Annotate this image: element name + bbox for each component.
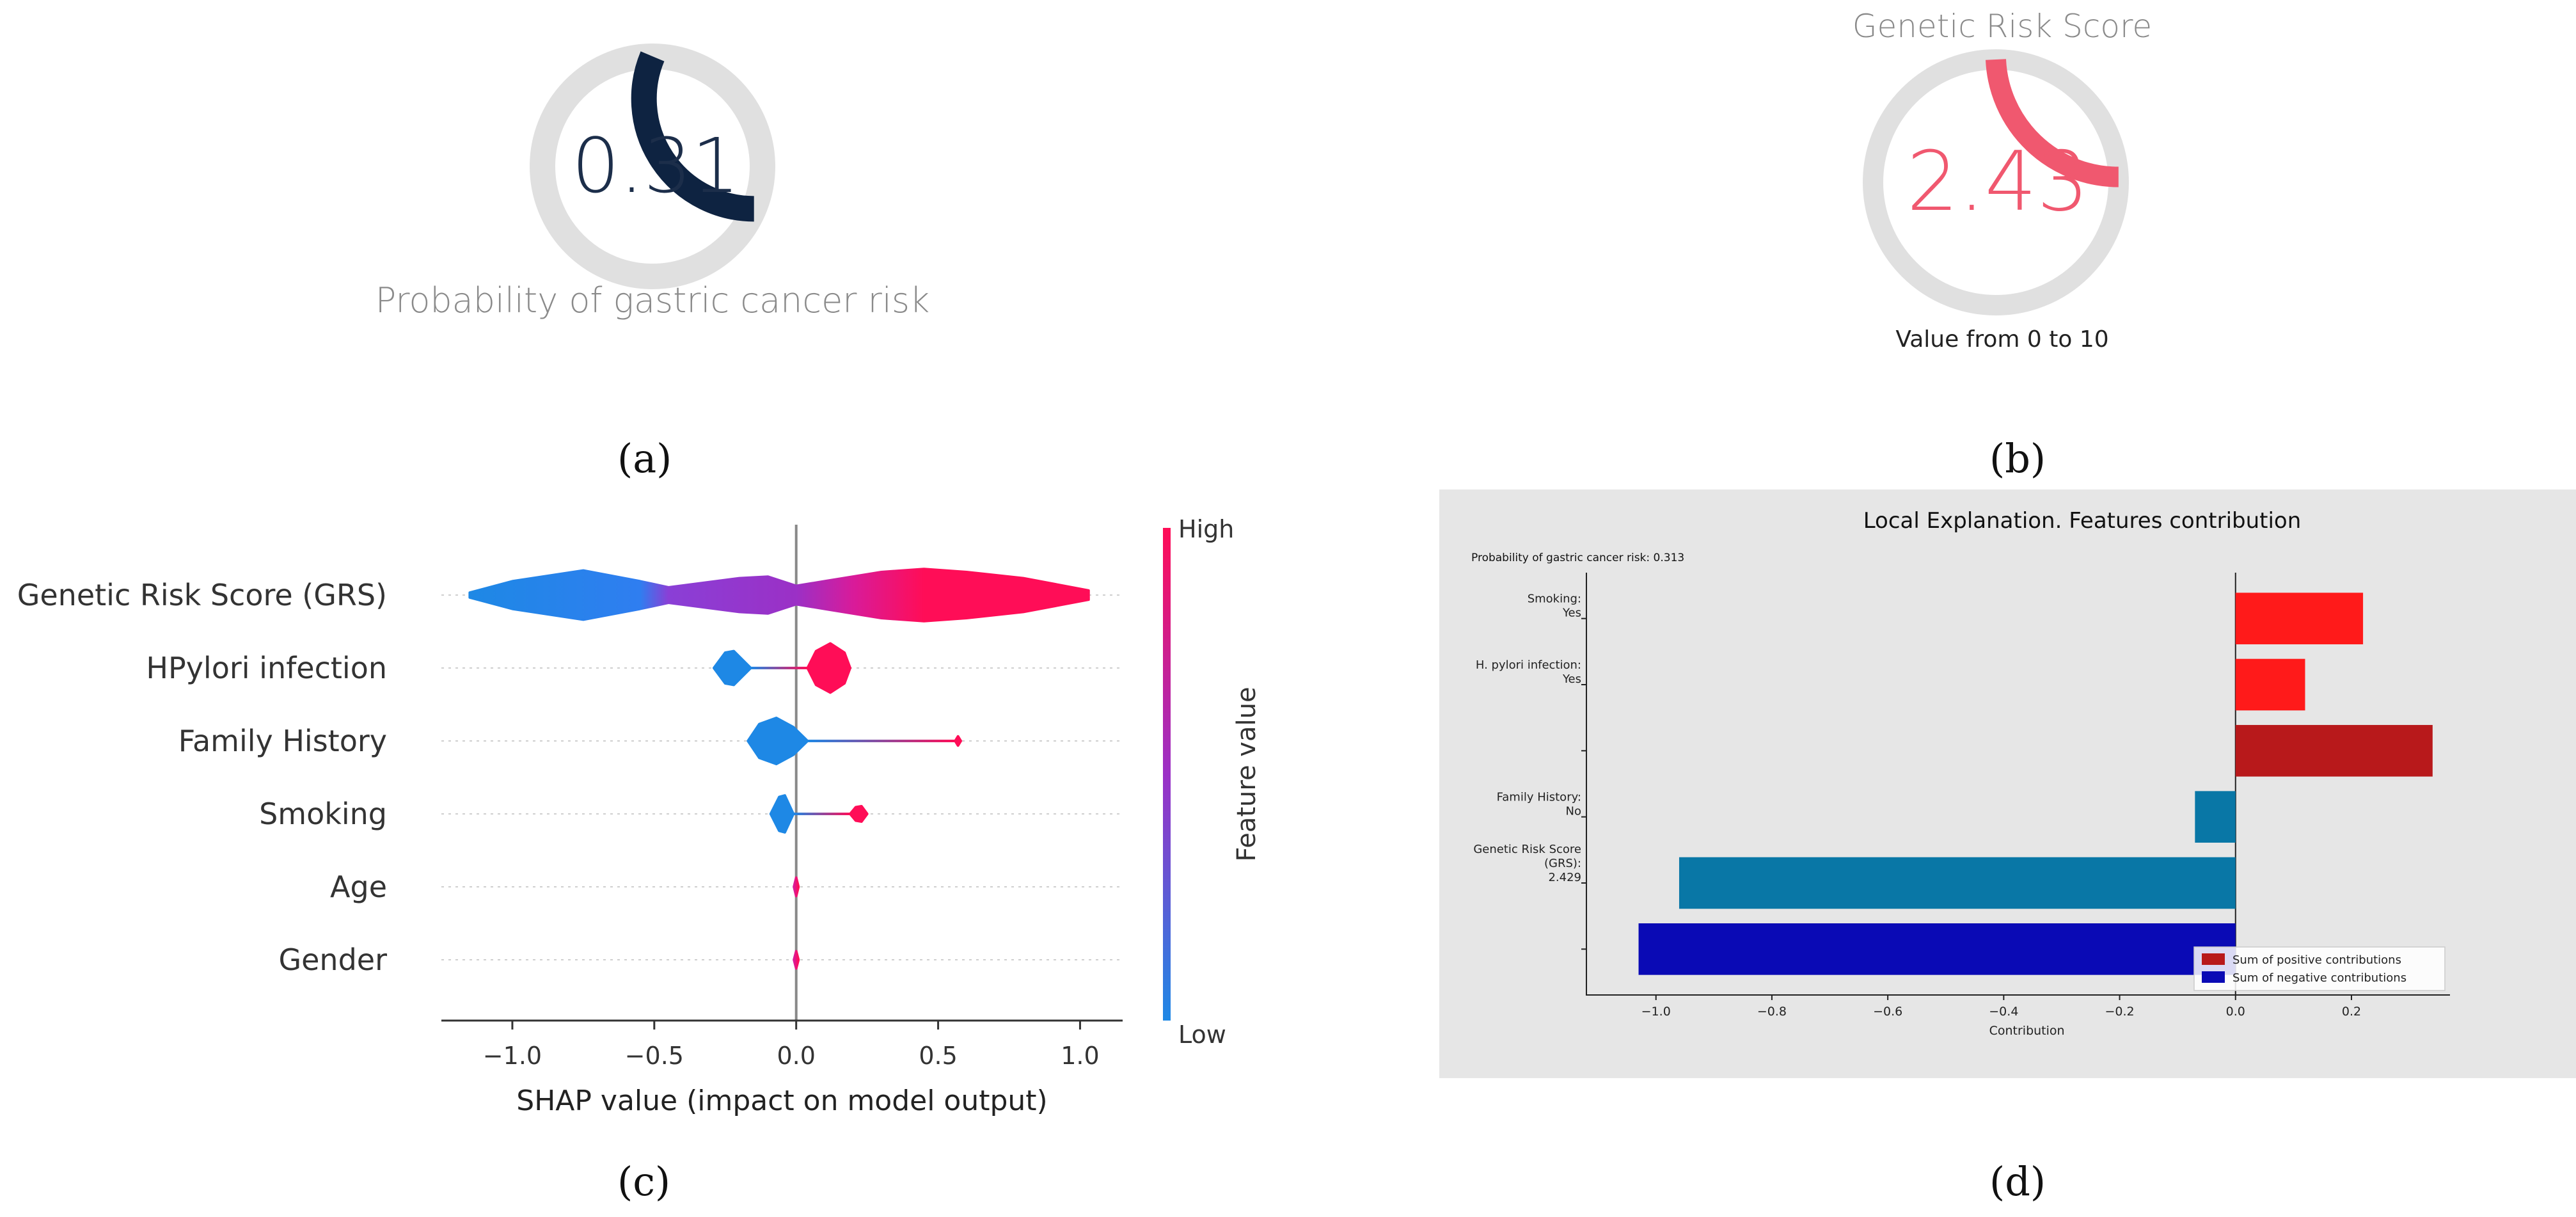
panel-label-d: (d) xyxy=(1989,1158,2046,1205)
contribution-bar xyxy=(2235,593,2364,644)
contribution-bar-label: (GRS): xyxy=(1544,857,1581,870)
shap-x-tick-label: 0.0 xyxy=(777,1042,815,1070)
grs-value: 2.43 xyxy=(1907,134,2089,230)
shap-summary-plot: Genetic Risk Score (GRS) HPylori infectio… xyxy=(17,515,1261,1117)
shap-colorbar-high-label: High xyxy=(1178,515,1234,543)
shap-violin-gender xyxy=(793,950,800,970)
shap-colorbar-title: Feature value xyxy=(1232,687,1261,861)
shap-violin-smoking xyxy=(769,794,869,834)
contribution-bar-label: Yes xyxy=(1562,607,1581,620)
shap-violin-hpylori-infection xyxy=(713,642,851,694)
shap-x-axis-label: SHAP value (impact on model output) xyxy=(516,1085,1047,1117)
shap-x-tick-label: −1.0 xyxy=(483,1042,542,1070)
local-x-tick-label: −0.6 xyxy=(1873,1005,1902,1019)
local-explanation-annotation: Probability of gastric cancer risk: 0.31… xyxy=(1471,552,1684,564)
shap-violin-family-history xyxy=(747,717,963,765)
local-x-tick-label: −0.4 xyxy=(1989,1005,2018,1019)
local-x-tick-label: −0.8 xyxy=(1757,1005,1787,1019)
local-legend xyxy=(2193,946,2446,991)
legend-swatch xyxy=(2202,971,2225,983)
local-plot-axes xyxy=(1586,573,2450,996)
grs-gauge-fill xyxy=(1986,59,2119,187)
shap-feature-label: Family History xyxy=(178,724,387,758)
shap-feature-label: Gender xyxy=(278,943,387,977)
probability-gauge: 0.31 xyxy=(530,44,775,289)
contribution-bar-label: Genetic Risk Score xyxy=(1473,843,1581,856)
legend-label: Sum of positive contributions xyxy=(2232,953,2401,967)
contribution-bar-label: Smoking: xyxy=(1528,593,1581,606)
contribution-bar xyxy=(2195,791,2236,843)
contribution-bar-label: Family History: xyxy=(1497,791,1581,804)
shap-violin-age xyxy=(793,876,800,898)
local-x-tick-label: 0.2 xyxy=(2342,1005,2361,1019)
local-explanation-title: Local Explanation. Features contribution xyxy=(1863,508,2302,534)
probability-gauge-fill xyxy=(631,51,755,222)
contribution-bar xyxy=(2235,658,2305,711)
shap-feature-label: HPylori infection xyxy=(146,651,387,685)
grs-gauge-caption: Value from 0 to 10 xyxy=(1895,326,2109,353)
panel-label-a: (a) xyxy=(617,435,672,482)
shap-x-tick-label: −0.5 xyxy=(625,1042,684,1070)
shap-violin-genetic-risk-score-grs- xyxy=(468,568,1090,623)
local-x-tick-label: 0.0 xyxy=(2226,1005,2245,1019)
contribution-bar-label: 2.429 xyxy=(1548,871,1581,884)
shap-feature-label: Genetic Risk Score (GRS) xyxy=(17,578,387,612)
grs-gauge: 2.43 xyxy=(1863,49,2129,315)
contribution-bar xyxy=(1679,857,2236,909)
contribution-bar xyxy=(1638,923,2236,975)
legend-swatch xyxy=(2202,953,2225,965)
local-x-axis-label: Contribution xyxy=(1989,1024,2065,1038)
grs-gauge-title: Genetic Risk Score xyxy=(1852,8,2153,45)
shap-colorbar-low-label: Low xyxy=(1178,1021,1226,1049)
probability-value: 0.31 xyxy=(572,122,740,210)
contribution-bar-label: Yes xyxy=(1562,672,1581,686)
local-x-tick-label: −1.0 xyxy=(1641,1005,1671,1019)
shap-feature-label: Smoking xyxy=(259,797,387,831)
local-x-tick-label: −0.2 xyxy=(2105,1005,2134,1019)
contribution-bar-label: H. pylori infection: xyxy=(1476,658,1581,672)
contribution-bar-label: No xyxy=(1566,805,1581,818)
probability-caption: Probability of gastric cancer risk xyxy=(375,280,930,321)
local-explanation-chart: Local Explanation. Features contribution… xyxy=(1439,489,2576,1078)
panel-label-b: (b) xyxy=(1989,435,2046,482)
shap-x-tick-label: 0.5 xyxy=(919,1042,957,1070)
legend-label: Sum of negative contributions xyxy=(2232,971,2406,985)
shap-x-tick-label: 1.0 xyxy=(1061,1042,1099,1070)
contribution-bar xyxy=(2235,725,2433,777)
shap-feature-label: Age xyxy=(330,870,387,904)
shap-colorbar xyxy=(1163,528,1171,1021)
panel-label-c: (c) xyxy=(617,1158,671,1205)
